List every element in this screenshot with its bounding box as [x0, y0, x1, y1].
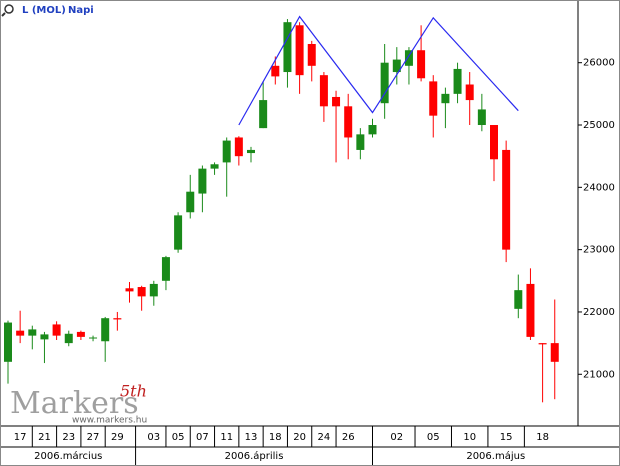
y-tick-label: 25000	[583, 120, 615, 131]
candle-body	[368, 125, 377, 135]
x-tick-label: 03	[147, 432, 160, 443]
y-tick-label: 22000	[583, 307, 615, 318]
y-tick-label: 24000	[583, 182, 615, 193]
candle-body	[404, 50, 413, 66]
x-tick-label: 24	[318, 432, 331, 443]
candle-body	[89, 337, 98, 339]
candle-body	[174, 215, 183, 250]
candle-body	[502, 149, 511, 250]
candle-body	[210, 164, 219, 169]
candle-body	[125, 288, 134, 292]
month-label: 2006.május	[466, 450, 525, 462]
y-tick-label: 21000	[583, 369, 615, 380]
x-tick-label: 02	[390, 432, 403, 443]
x-tick-label: 27	[87, 432, 100, 443]
x-tick-label: 05	[172, 432, 185, 443]
candle-body	[101, 318, 110, 342]
month-label: 2006.április	[225, 450, 284, 462]
candle-body	[283, 22, 292, 73]
candle-body	[477, 109, 486, 126]
candle-body	[271, 65, 280, 77]
candle-body	[259, 100, 268, 129]
candle-body	[380, 62, 389, 104]
candle-body	[307, 43, 316, 66]
candle-body	[332, 96, 341, 107]
x-tick-label: 10	[463, 432, 476, 443]
candle-body	[28, 329, 37, 336]
candle-body	[149, 283, 158, 297]
candle-body	[453, 68, 462, 94]
candle-body	[356, 134, 365, 150]
candle-body	[295, 25, 304, 76]
x-tick-label: 17	[14, 432, 27, 443]
candle-body	[222, 140, 231, 163]
candle-body	[4, 322, 12, 362]
x-tick-label: 26	[342, 432, 355, 443]
candle-body	[344, 106, 353, 138]
x-tick-label: 23	[62, 432, 75, 443]
chart-title: L (MOL)	[22, 5, 66, 16]
candle-body	[526, 283, 535, 337]
candle-body	[550, 343, 559, 362]
x-tick-label: 07	[196, 432, 209, 443]
candle-body	[161, 257, 170, 281]
x-tick-label: 05	[427, 432, 440, 443]
x-tick-label: 18	[536, 432, 549, 443]
y-tick-label: 26000	[583, 58, 615, 69]
x-tick-label: 29	[111, 432, 124, 443]
watermark-url: www.markers.hu	[72, 416, 147, 426]
trend-line	[238, 15, 519, 126]
candle-body	[392, 59, 401, 73]
x-tick-label: 15	[500, 432, 513, 443]
candle-body	[113, 318, 122, 320]
month-label: 2006.március	[34, 450, 102, 462]
candle-body	[514, 290, 523, 309]
candle-body	[137, 287, 146, 297]
candle-body	[417, 50, 426, 79]
zoom-icon[interactable]	[1, 4, 14, 17]
candle-body	[64, 333, 73, 344]
candle-body	[76, 331, 85, 337]
candle-body	[538, 343, 547, 345]
candle-body	[441, 93, 450, 104]
watermark-badge: 5th	[120, 382, 147, 401]
candle-body	[465, 84, 474, 101]
watermark: Markers	[10, 386, 139, 421]
candle-body	[234, 137, 243, 157]
candle-body	[186, 191, 195, 213]
candle-body	[429, 81, 438, 116]
candle-body	[319, 75, 328, 107]
candle-body	[52, 324, 61, 336]
x-tick-label: 13	[245, 432, 258, 443]
x-tick-label: 18	[269, 432, 282, 443]
candle-body	[198, 168, 207, 194]
candle-body	[16, 330, 25, 336]
chart-subtitle: Napi	[68, 5, 94, 16]
x-tick-label: 20	[293, 432, 306, 443]
x-tick-label: 21	[38, 432, 51, 443]
y-tick-label: 23000	[583, 245, 615, 256]
candle-body	[247, 149, 255, 154]
x-tick-label: 11	[220, 432, 233, 443]
candle-body	[40, 334, 49, 340]
candle-body	[490, 125, 498, 160]
